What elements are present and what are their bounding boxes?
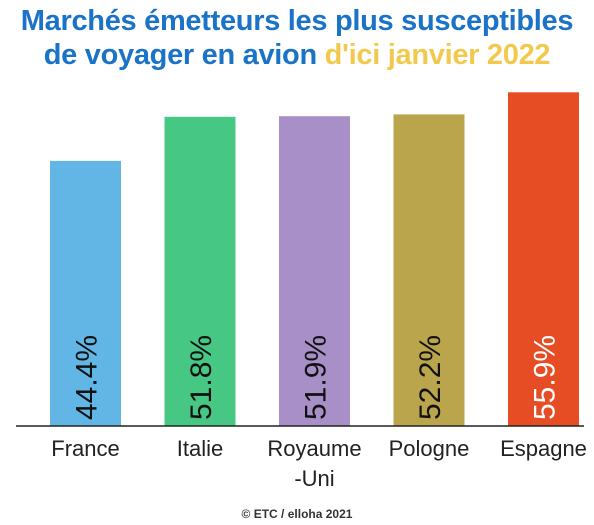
bar-value-label-4: 55.9% <box>529 335 562 420</box>
chart-title-line2-main: de voyager en avion <box>43 39 325 71</box>
bar-1 <box>164 116 236 427</box>
bar-value-label-0: 44.4% <box>71 335 104 420</box>
bar-0 <box>50 160 121 426</box>
category-label-1: Italie <box>177 436 223 461</box>
bar-value-label-1: 51.8% <box>185 335 218 420</box>
x-axis-labels: France Italie Royaume -Uni Pologne Espagne <box>51 436 587 491</box>
category-label-3: Pologne <box>389 436 470 461</box>
category-label-4: Espagne <box>500 436 587 461</box>
chart-title-line1: Marchés émetteurs les plus susceptibles <box>20 5 574 37</box>
category-label-2-line0: Royaume <box>267 436 361 461</box>
bar-value-label-3: 52.2% <box>414 335 447 420</box>
bar-3 <box>393 114 465 427</box>
bar-4 <box>508 92 579 427</box>
chart-title-highlight: d'ici janvier 2022 <box>324 39 551 71</box>
chart-title-line2: de voyager en avion d'ici janvier 2022 <box>0 38 594 72</box>
bar-value-label-2: 51.9% <box>300 335 333 420</box>
category-label-0: France <box>51 436 119 461</box>
chart-title: Marchés émetteurs les plus susceptibles … <box>0 4 594 72</box>
category-label-2-line1: -Uni <box>294 466 334 491</box>
bar-2 <box>279 116 350 426</box>
bars-group: 44.4% 51.8% 51.9% 52.2% 55.9% <box>50 92 579 427</box>
source-credit: © ETC / elloha 2021 <box>241 507 353 521</box>
bar-chart: 44.4% 51.8% 51.9% 52.2% 55.9% France Italie Ro… <box>16 92 587 491</box>
